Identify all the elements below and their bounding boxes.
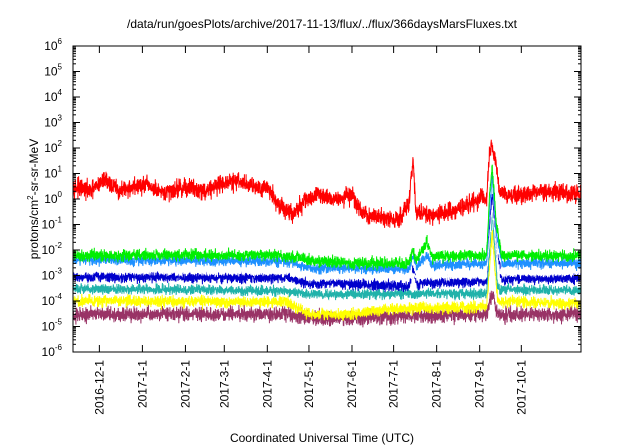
y-tick-label: 104 [44, 88, 62, 104]
x-tick-label: 2017-9-1 [473, 360, 487, 408]
y-tick-label: 10-5 [42, 318, 63, 334]
series-line [72, 139, 582, 229]
x-tick-label: 2016-12-1 [92, 360, 106, 415]
y-tick-label: 102 [44, 139, 62, 155]
x-axis-label: Coordinated Universal Time (UTC) [230, 431, 414, 445]
series-layer [72, 139, 582, 328]
y-axis-label: protons/cm2-sr-sr-MeV [26, 139, 41, 259]
x-tick-label: 2017-1-1 [135, 360, 149, 408]
y-tick-label: 10-6 [42, 343, 63, 359]
x-tick-label: 2017-2-1 [178, 360, 192, 408]
y-tick-label: 10-2 [42, 241, 63, 257]
y-tick-label: 100 [44, 190, 62, 206]
y-axis: 10-6 10-5 10-4 10-3 10-2 10-1 100 101 102 103 104 1… [42, 37, 581, 359]
y-tick-label: 10-4 [42, 292, 63, 308]
x-tick-label: 2017-8-1 [430, 360, 444, 408]
y-tick-label: 10-3 [42, 267, 63, 283]
chart-title: /data/run/goesPlots/archive/2017-11-13/f… [127, 17, 518, 31]
x-tick-label: 2017-6-1 [345, 360, 359, 408]
x-tick-label: 2017-4-1 [260, 360, 274, 408]
x-tick-label: 2017-7-1 [387, 360, 401, 408]
series-line [72, 164, 582, 271]
series-line [72, 212, 582, 301]
x-axis: 2016-12-1 2017-1-1 2017-2-1 2017-3-1 2017-4-… [92, 46, 528, 415]
y-tick-label: 106 [44, 37, 62, 53]
y-tick-label: 10-1 [42, 216, 63, 232]
x-tick-label: 2017-5-1 [302, 360, 316, 408]
x-tick-label: 2017-3-1 [217, 360, 231, 408]
series-line [72, 204, 582, 282]
y-tick-label: 103 [44, 114, 62, 130]
series-line [72, 230, 582, 321]
y-tick-label: 101 [44, 165, 62, 181]
x-tick-label: 2017-10-1 [514, 360, 528, 415]
y-tick-label: 105 [44, 63, 62, 79]
